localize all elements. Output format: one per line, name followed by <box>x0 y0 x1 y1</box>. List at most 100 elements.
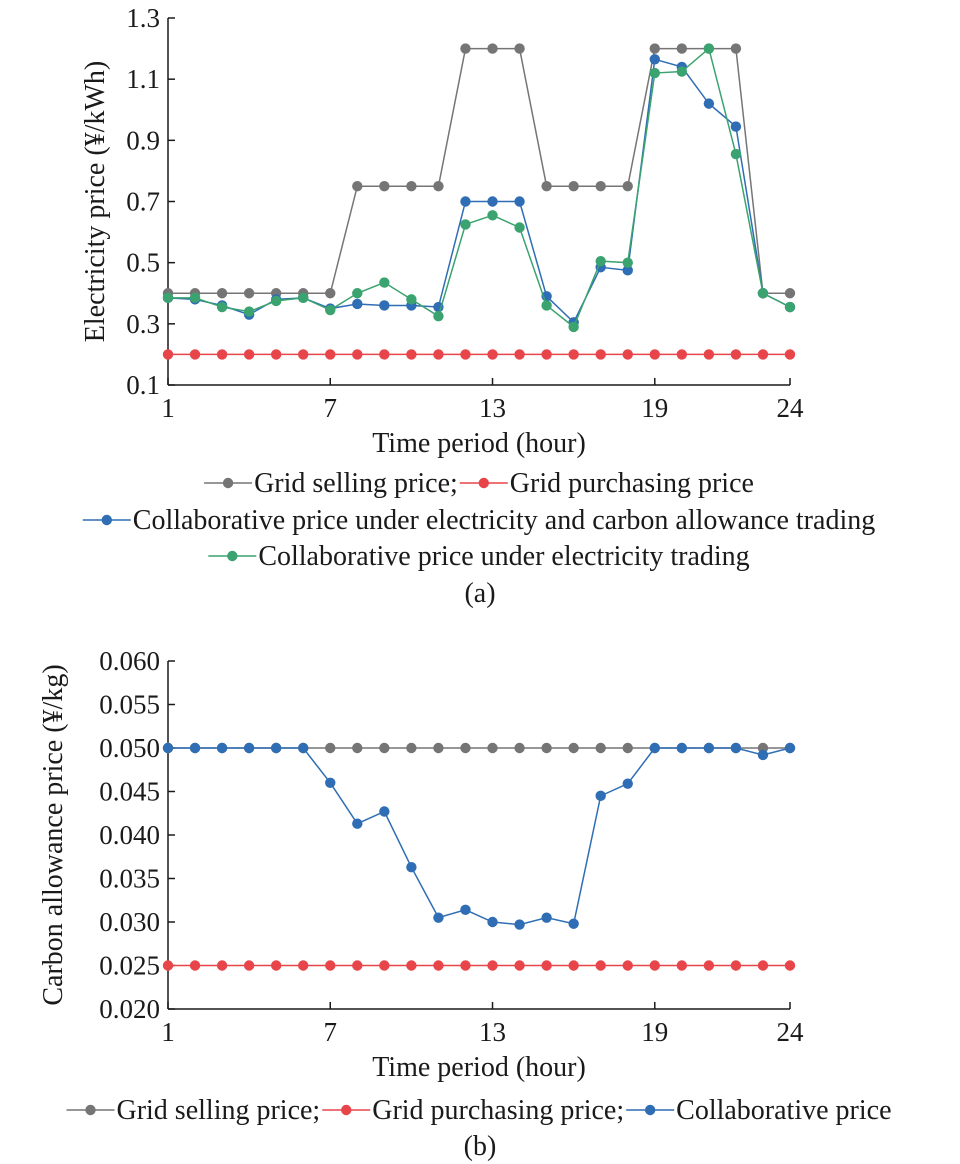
chart-panel-b: 0.020 0.025 0.030 0.035 0.040 0.045 0.050 0.055… <box>38 646 892 1162</box>
series-point <box>216 742 228 754</box>
series-point <box>649 67 660 79</box>
y-tick-label: 0.050 <box>99 733 160 763</box>
series-point <box>325 349 336 360</box>
x-tick-label: 24 <box>777 393 805 423</box>
series-point <box>757 349 769 360</box>
series-point <box>352 960 363 971</box>
y-tick-label: 0.025 <box>99 951 160 981</box>
y-axis-label: Carbon allowance price (¥/kg) <box>38 664 69 1005</box>
x-tick-label: 13 <box>479 1017 506 1047</box>
legend-row: Collaborative price under electricity tr… <box>208 541 750 572</box>
x-tick-label: 1 <box>161 1017 175 1047</box>
series-point <box>622 181 633 192</box>
series-point <box>622 257 633 268</box>
series-point <box>379 181 390 192</box>
series-point <box>298 742 309 754</box>
series-point <box>487 210 498 221</box>
series-point <box>703 98 715 109</box>
legend-label: Grid selling price; <box>254 468 458 499</box>
series-point <box>595 181 606 192</box>
series-point <box>514 349 525 360</box>
legend-label: Grid purchasing price; <box>372 1095 624 1126</box>
series-point <box>189 742 201 754</box>
series-point <box>595 349 606 360</box>
series-point <box>622 778 633 789</box>
series-point <box>730 349 742 360</box>
series-point <box>162 960 174 971</box>
y-tick-label: 0.9 <box>126 125 160 155</box>
series-point <box>568 960 579 971</box>
y-tick-label: 0.5 <box>126 248 160 278</box>
series-1 <box>162 349 796 360</box>
y-tick-label: 0.3 <box>126 309 160 339</box>
series-point <box>541 960 552 971</box>
series-point <box>676 43 688 54</box>
series-point <box>622 265 633 276</box>
panel-label: (b) <box>464 1131 497 1162</box>
series-point <box>730 742 742 754</box>
series-point <box>487 349 498 360</box>
series-point <box>514 919 525 930</box>
series-point <box>270 742 282 754</box>
series-3 <box>162 43 796 333</box>
panel-label: (a) <box>464 578 495 609</box>
series-point <box>325 288 336 299</box>
series-point <box>243 960 255 971</box>
legend-row: Grid selling price; Grid purchasing price <box>204 468 754 499</box>
series-point <box>460 196 471 207</box>
series-point <box>352 349 363 360</box>
series-point <box>433 912 444 923</box>
series-point <box>379 300 390 311</box>
series-point <box>433 310 444 322</box>
series-point <box>352 742 363 754</box>
series-point <box>730 960 742 971</box>
y-tick-label: 1.1 <box>126 64 160 94</box>
series-point <box>298 960 309 971</box>
legend-swatch-marker <box>101 514 112 526</box>
legend-swatch-marker <box>222 477 234 489</box>
series-point <box>568 349 579 360</box>
legend-swatch-marker <box>227 550 238 562</box>
series-point <box>730 121 742 132</box>
x-tick-label: 19 <box>641 393 668 423</box>
y-tick-label: 0.045 <box>99 777 160 807</box>
y-tick-label: 0.020 <box>99 994 160 1024</box>
series-point <box>162 742 174 754</box>
series-point <box>595 742 606 754</box>
series-point <box>189 960 201 971</box>
series-point <box>541 742 552 754</box>
x-tick-label: 13 <box>479 393 506 423</box>
legend-swatch-marker <box>478 477 489 489</box>
series-point <box>622 960 633 971</box>
legend-swatch-marker <box>341 1104 352 1116</box>
series-point <box>460 960 471 971</box>
series-point <box>352 298 363 310</box>
y-tick-label: 0.040 <box>99 820 160 850</box>
series-point <box>379 806 390 817</box>
x-axis-label: Time period (hour) <box>372 1052 586 1083</box>
series-point <box>243 288 255 299</box>
series-point <box>379 742 390 754</box>
y-axis-label: Electricity price (¥/kWh) <box>80 61 111 342</box>
series-point <box>216 960 228 971</box>
series-point <box>649 43 660 54</box>
series-point <box>433 960 444 971</box>
chart-panel-a: 0.1 0.3 0.5 0.7 0.9 1.1 1.3 1 7 13 19 24 Time period… <box>80 3 875 609</box>
series-point <box>487 916 498 928</box>
series-point <box>216 301 228 313</box>
series-line <box>167 58 791 324</box>
legend-label: Grid selling price; <box>116 1095 320 1126</box>
series-point <box>730 148 742 160</box>
y-tick-label: 0.035 <box>99 864 160 894</box>
y-tick-label: 0.030 <box>99 907 160 937</box>
series-point <box>703 43 715 54</box>
series-point <box>162 292 174 304</box>
series-point <box>514 196 525 207</box>
series-point <box>649 54 660 65</box>
legend-swatch-marker <box>644 1104 656 1116</box>
y-tick-label: 1.3 <box>126 3 160 33</box>
series-point <box>676 66 688 77</box>
legend-label: Collaborative price under electricity an… <box>133 505 875 536</box>
series-point <box>352 818 363 829</box>
